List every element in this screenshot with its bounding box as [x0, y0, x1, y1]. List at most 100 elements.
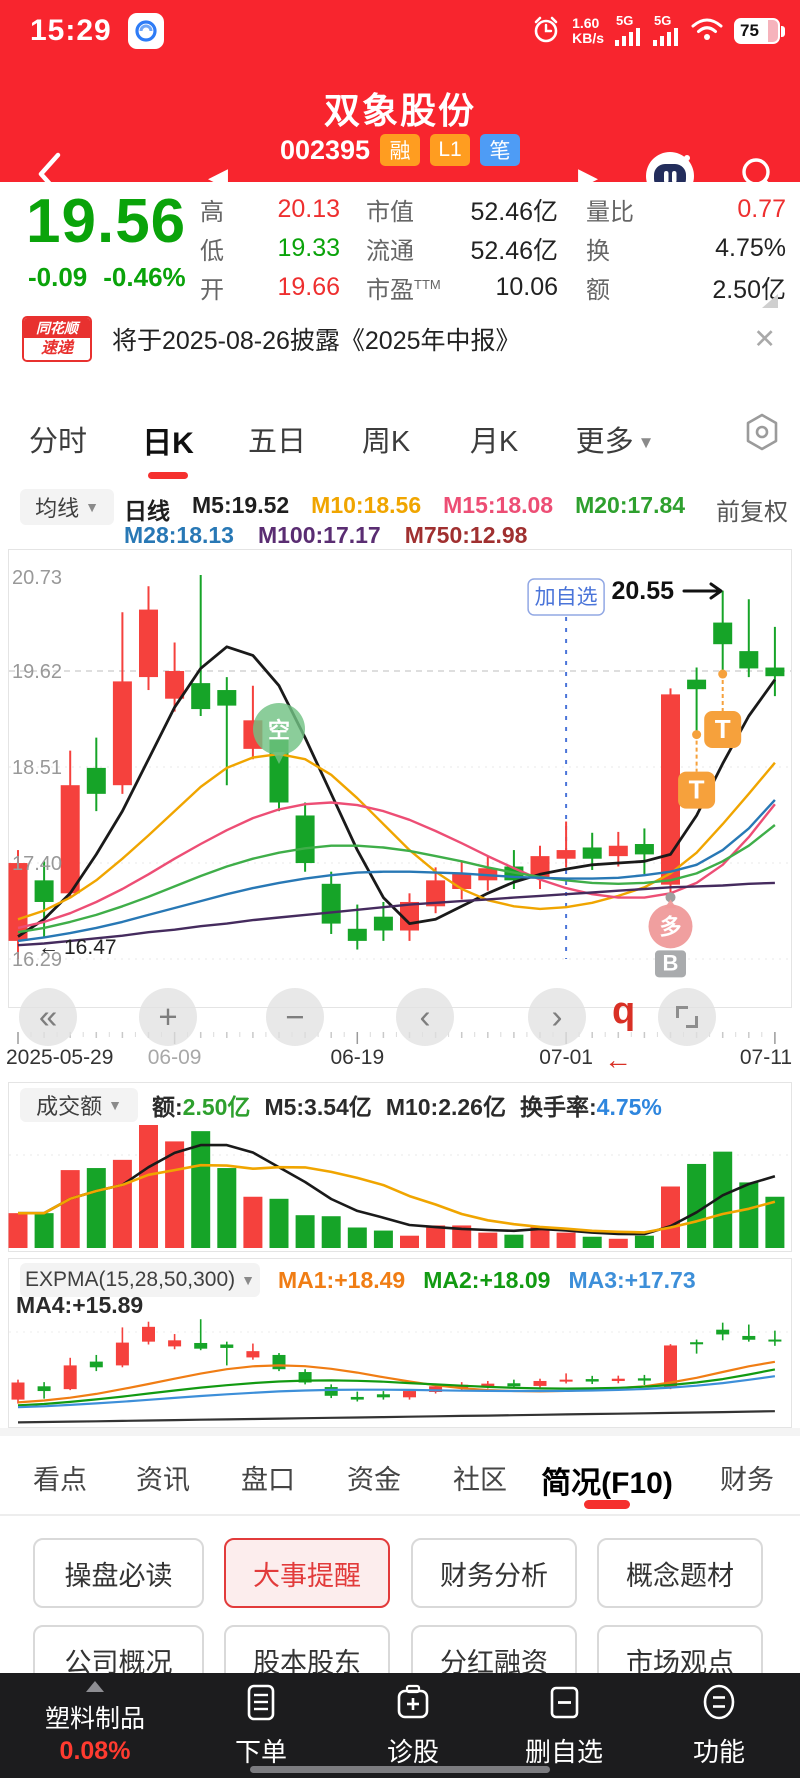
news-flash-bar[interactable]: 同花顺 速递 将于2025-08-26披露《2025年中报》 ✕ [0, 312, 800, 368]
sector-name[interactable]: 塑料制品 [44, 1705, 145, 1733]
title-bar: ◀ 双象股份 002395 融 L1 笔 ▶ [0, 62, 800, 200]
chevron-down-icon: ▼ [637, 433, 655, 452]
status-bar: 15:29 1.60 KB/s 5G 5G 75 [0, 0, 800, 62]
chart-settings-gear-icon[interactable] [742, 412, 782, 457]
svg-text:16.29: 16.29 [12, 949, 62, 971]
price-change: -0.09 -0.46% [28, 262, 186, 292]
network-speed: 1.60 KB/s [572, 15, 604, 46]
app-logo-icon [127, 13, 164, 49]
volume-header: 成交额 ▼ 额:2.50亿 M5:3.54亿 M10:2.26亿 换手率:4.75… [0, 1086, 800, 1124]
active-tab-underline [584, 1500, 630, 1509]
tab-highlights[interactable]: 看点 [33, 1465, 87, 1495]
svg-text:T: T [689, 775, 705, 805]
tab-five-day[interactable]: 五日 [247, 426, 307, 458]
news-flash-text[interactable]: 将于2025-08-26披露《2025年中报》 [112, 327, 521, 355]
quote-row-3: 开 19.66 市盈TTM 10.06 额 2.50亿 [200, 273, 786, 304]
ma-selector-button[interactable]: 均线 ▼ [20, 489, 114, 525]
order-icon [242, 1683, 280, 1728]
svg-text:18.51: 18.51 [12, 757, 62, 779]
bottom-nav-bar: 塑料制品 0.08% 下单 诊股 删自选 功能 [0, 1673, 800, 1778]
nav-features[interactable]: 功能 [659, 1683, 779, 1769]
level1-badge[interactable]: L1 [430, 134, 471, 166]
indicator-selector-button[interactable]: EXPMA(15,28,50,300) ▼ [20, 1263, 260, 1297]
tab-minute[interactable]: 分时 [28, 426, 88, 458]
active-tab-underline [148, 472, 188, 479]
ma-values-row2: M28:18.13 M100:17.17 M750:12.98 [124, 522, 528, 548]
svg-text:空: 空 [268, 718, 290, 743]
svg-text:17.40: 17.40 [12, 853, 62, 875]
sector-change: 0.08% [59, 1737, 131, 1765]
section-divider [0, 1428, 800, 1436]
adjust-mode-button[interactable]: 前复权 [716, 499, 788, 526]
tick-badge[interactable]: 笔 [480, 134, 521, 166]
tab-community[interactable]: 社区 [453, 1465, 507, 1495]
zoom-out-button[interactable]: − [266, 988, 324, 1046]
signal-sim1-icon: 5G [614, 14, 642, 47]
tab-weekly-k[interactable]: 周K [361, 426, 411, 458]
svg-text:←: ← [38, 936, 59, 959]
left-arrow-icon: ← [604, 1044, 632, 1075]
volume-amount: 额:2.50亿 [152, 1094, 251, 1120]
close-icon[interactable]: ✕ [753, 323, 776, 354]
zoom-in-button[interactable]: + [139, 988, 197, 1046]
tab-finance[interactable]: 财务 [720, 1465, 774, 1495]
turnover-rate: 换手率:4.75% [519, 1094, 662, 1120]
stock-code: 002395 [279, 134, 371, 165]
pan-right-button[interactable]: › [528, 988, 586, 1046]
expma-ma4: MA4:+15.89 [16, 1292, 144, 1318]
fullscreen-icon [676, 1006, 698, 1028]
sector-up-icon [86, 1681, 104, 1692]
clock-time: 15:29 [30, 14, 112, 47]
signal-sim2-icon: 5G [652, 14, 680, 47]
quick-question-button[interactable]: q [612, 990, 636, 1032]
tab-more[interactable]: 更多 ▼ [575, 426, 655, 458]
pan-far-left-button[interactable]: « [19, 988, 77, 1046]
svg-text:B: B [663, 950, 679, 975]
remove-icon [545, 1683, 583, 1728]
margin-badge[interactable]: 融 [380, 134, 421, 166]
expand-quote-icon[interactable] [762, 294, 778, 308]
quote-row-1: 高 20.13 市值 52.46亿 量比 0.77 [200, 195, 786, 226]
svg-text:T: T [715, 714, 731, 744]
tab-funds[interactable]: 资金 [347, 1465, 401, 1495]
button-trading-guide[interactable]: 操盘必读 [33, 1538, 204, 1608]
diagnose-icon [394, 1683, 432, 1728]
expma-ma3: MA3:+17.73 [568, 1266, 696, 1293]
alarm-icon [530, 13, 562, 50]
date-label: 06-19 [330, 1046, 385, 1069]
nav-diagnose-stock[interactable]: 诊股 [353, 1683, 473, 1769]
svg-text:20.73: 20.73 [12, 567, 62, 589]
tab-news[interactable]: 资讯 [136, 1465, 190, 1495]
svg-text:19.62: 19.62 [12, 661, 62, 683]
button-major-events[interactable]: 大事提醒 [224, 1538, 390, 1608]
pan-left-button[interactable]: ‹ [396, 988, 454, 1046]
nav-place-order[interactable]: 下单 [201, 1683, 321, 1769]
f10-tab-bar: 看点 资讯 盘口 资金 社区 简况(F10) 财务 [0, 1436, 800, 1516]
period-tab-bar: 分时 日K 五日 周K 月K 更多 ▼ [0, 366, 800, 486]
volume-chart-svg[interactable] [8, 1082, 792, 1252]
chevron-down-icon: ▼ [85, 499, 99, 515]
expma-ma2: MA2:+18.09 [423, 1266, 551, 1293]
date-label: 07-11 [739, 1046, 792, 1069]
chevron-down-icon: ▼ [241, 1272, 255, 1288]
button-financial-analysis[interactable]: 财务分析 [411, 1538, 577, 1608]
svg-text:20.55: 20.55 [611, 577, 674, 605]
tab-order-book[interactable]: 盘口 [241, 1465, 295, 1495]
volume-selector-button[interactable]: 成交额 ▼ [20, 1088, 138, 1122]
volume-ma5: M5:3.54亿 [264, 1094, 372, 1120]
chevron-down-icon: ▼ [108, 1097, 122, 1113]
fullscreen-button[interactable] [658, 988, 716, 1046]
tab-daily-k[interactable]: 日K [142, 427, 194, 460]
wifi-icon [690, 16, 724, 47]
button-concept-themes[interactable]: 概念题材 [597, 1538, 763, 1608]
quote-row-2: 低 19.33 流通 52.46亿 换 4.75% [200, 234, 786, 265]
nav-remove-watchlist[interactable]: 删自选 [504, 1683, 624, 1769]
date-label: 07-01 [539, 1046, 593, 1069]
main-chart-svg[interactable]: 20.73 19.62 18.51 17.40 16.29 加自选 20.55 ← 16.47 空… [8, 549, 792, 1008]
ma-values-row1: 日线 M5:19.52 M10:18.56 M15:18.08 M20:17.8… [124, 492, 686, 524]
quote-panel[interactable]: 19.56 -0.09 -0.46% 高 20.13 市值 52.46亿 量比 0… [0, 182, 800, 314]
ths-express-logo: 同花顺 速递 [22, 316, 92, 362]
tab-profile-f10[interactable]: 简况(F10) [541, 1467, 673, 1500]
tab-monthly-k[interactable]: 月K [469, 426, 519, 458]
